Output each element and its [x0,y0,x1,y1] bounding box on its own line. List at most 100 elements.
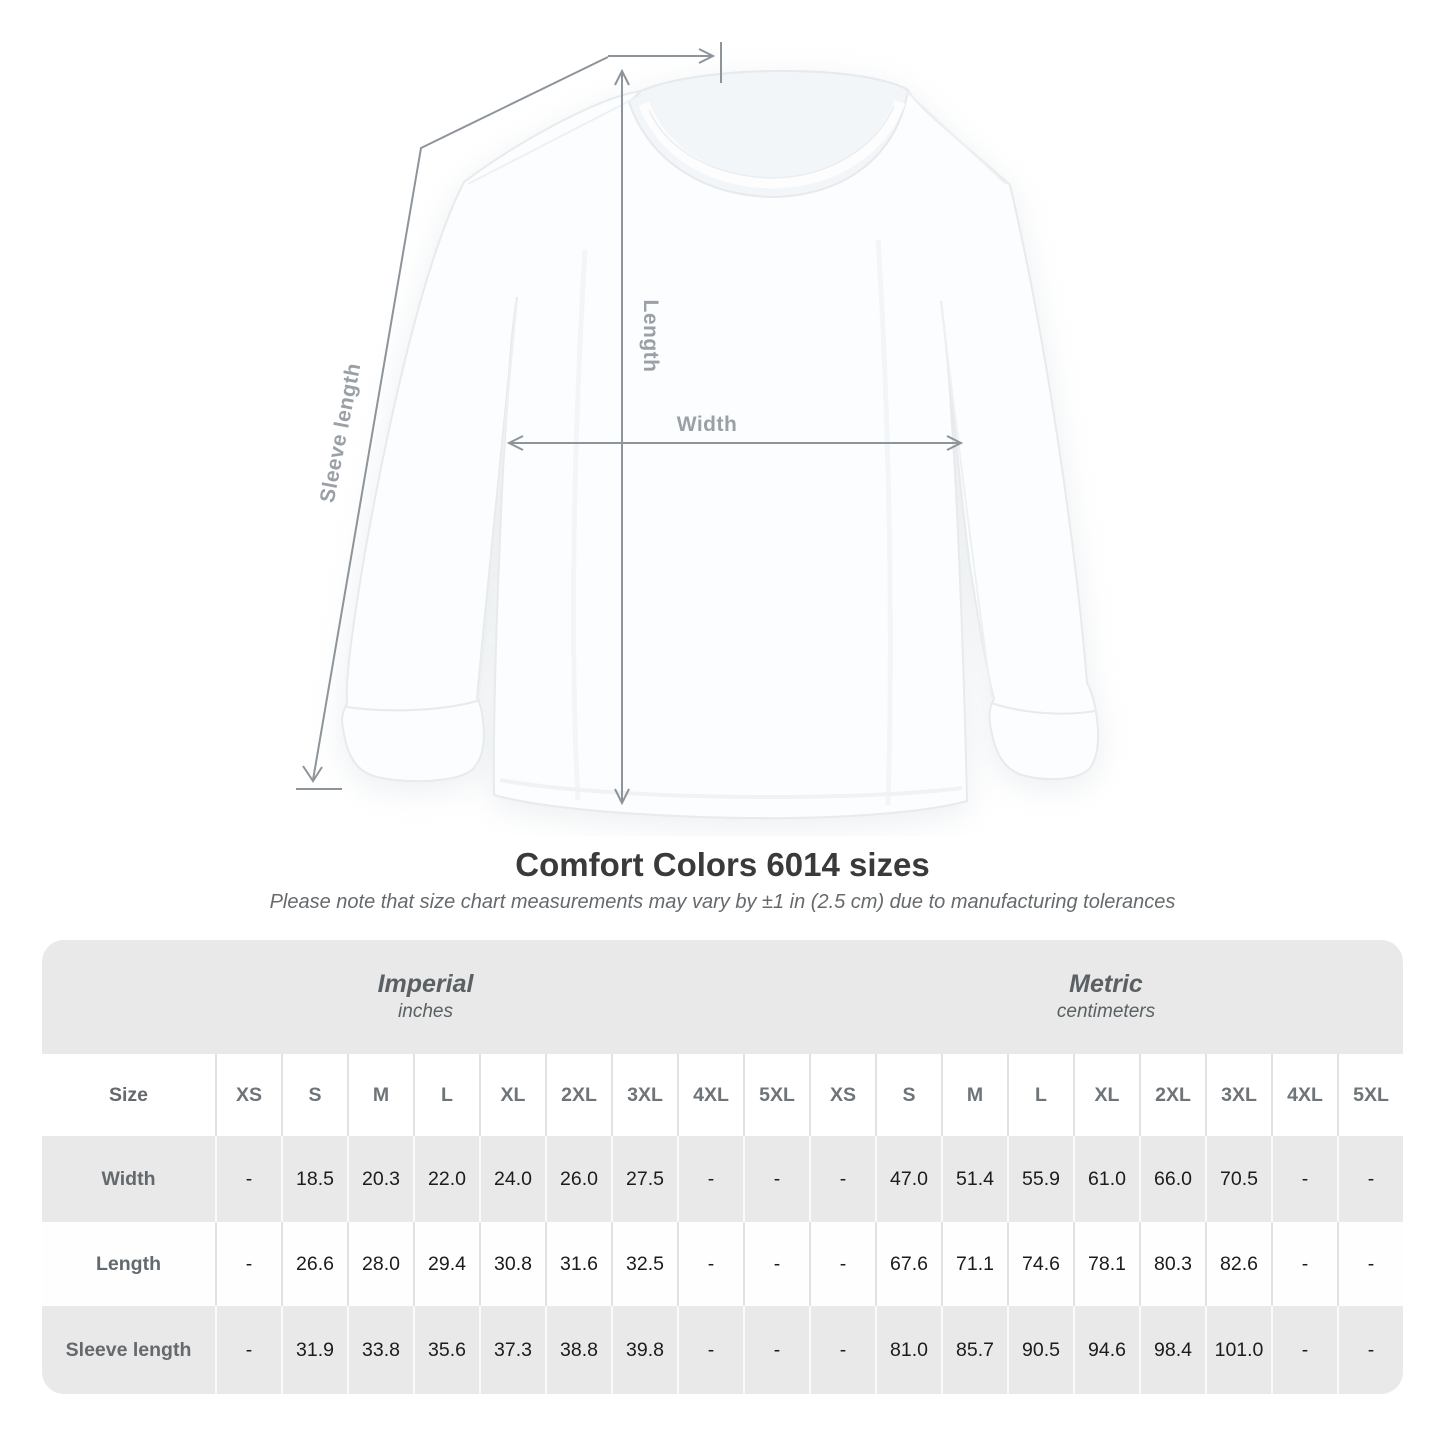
page-title: Comfort Colors 6014 sizes [515,846,930,883]
table-cell: - [1337,1136,1403,1222]
table-cell: 20.3 [347,1136,413,1222]
table-cell: - [1337,1222,1403,1306]
table-cell: 80.3 [1139,1222,1205,1306]
table-cell: 30.8 [479,1222,545,1306]
table-cell: 37.3 [479,1306,545,1394]
size-header-2xl-imperial: 2XL [545,1054,611,1136]
row-label-length: Length [42,1222,215,1306]
collar-band [638,99,906,189]
table-cell: 74.6 [1007,1222,1073,1306]
table-cell: 98.4 [1139,1306,1205,1394]
table-cell: 94.6 [1073,1306,1139,1394]
imperial-unit: inches [398,1001,453,1022]
table-cell: 26.6 [281,1222,347,1306]
table-cell: - [1271,1136,1337,1222]
table-cell: 24.0 [479,1136,545,1222]
table-cell: - [809,1136,875,1222]
imperial-unit-header: Imperial inches [42,940,809,1054]
table-cell: 18.5 [281,1136,347,1222]
table-cell: 47.0 [875,1136,941,1222]
table-cell: 71.1 [941,1222,1007,1306]
table-cell: - [1271,1306,1337,1394]
table-cell: - [677,1136,743,1222]
cuff-seam-right [990,702,1096,715]
table-cell: - [215,1306,281,1394]
length-arrowhead-top [614,68,630,86]
imperial-label: Imperial [377,970,474,998]
table-cell: - [743,1306,809,1394]
shirt-measurement-diagram: Sleeve length Length Width [296,42,1100,820]
table-cell: 31.9 [281,1306,347,1394]
table-cell: 82.6 [1205,1222,1271,1306]
sleeve-length-arrowhead [302,765,323,783]
size-column-header: Size [42,1054,215,1136]
sleeve-length-label: Sleeve length [316,361,366,505]
table-cell: - [215,1136,281,1222]
table-cell: 22.0 [413,1136,479,1222]
table-cell: 70.5 [1205,1136,1271,1222]
hem-shade [499,778,963,800]
sleeve-crease-left [478,299,518,697]
length-label: Length [639,300,662,373]
size-header-xs-imperial: XS [215,1054,281,1136]
sleeve-crease-right [940,302,993,699]
table-cell: 66.0 [1139,1136,1205,1222]
body-fold-right [875,239,893,806]
size-header-xl-metric: XL [1073,1054,1139,1136]
size-header-s-metric: S [875,1054,941,1136]
table-cell: 28.0 [347,1222,413,1306]
table-cell: 33.8 [347,1306,413,1394]
table-cell: - [677,1306,743,1394]
table-cell: 27.5 [611,1136,677,1222]
table-cell: 31.6 [545,1222,611,1306]
table-cell: 85.7 [941,1306,1007,1394]
size-header-5xl-imperial: 5XL [743,1054,809,1136]
table-cell: - [809,1306,875,1394]
length-arrowhead-bottom [614,788,630,806]
table-cell: - [215,1222,281,1306]
size-header-5xl-metric: 5XL [1337,1054,1403,1136]
table-cell: 26.0 [545,1136,611,1222]
width-arrowhead-left [506,435,524,451]
table-cell: - [1337,1306,1403,1394]
metric-unit-header: Metric centimeters [809,940,1403,1054]
table-cell: - [1271,1222,1337,1306]
table-cell: 35.6 [413,1306,479,1394]
table-cell: 29.4 [413,1222,479,1306]
shirt-diagram-svg: Sleeve length Length Width [296,42,1100,820]
shoulder-reference-arrowhead [698,48,716,64]
size-header-s-imperial: S [281,1054,347,1136]
metric-unit: centimeters [1056,1001,1156,1022]
size-chart-table: Imperial inches Metric centimeters Size X… [42,940,1403,1394]
long-sleeve-shirt-image [341,70,1100,820]
width-label: Width [677,413,738,436]
size-header-2xl-metric: 2XL [1139,1054,1205,1136]
shoulder-seam-left [467,94,642,185]
metric-label: Metric [1069,970,1143,998]
size-header-4xl-metric: 4XL [1271,1054,1337,1136]
table-cell: 32.5 [611,1222,677,1306]
shoulder-seam-right [906,91,1007,185]
shirt-silhouette [341,70,1100,820]
size-header-3xl-imperial: 3XL [611,1054,677,1136]
collar-band-inner-edge [648,105,895,179]
table-cell: 67.6 [875,1222,941,1306]
table-cell: 78.1 [1073,1222,1139,1306]
sleeve-length-measure-line [312,56,609,781]
table-cell: 51.4 [941,1136,1007,1222]
cuff-seam-left [345,699,481,712]
row-label-sleeve-length: Sleeve length [42,1306,215,1394]
table-cell: - [809,1222,875,1306]
table-cell: 61.0 [1073,1136,1139,1222]
size-header-m-metric: M [941,1054,1007,1136]
width-arrowhead-right [946,435,964,451]
body-fold-left [571,249,588,801]
table-cell: - [743,1222,809,1306]
size-header-l-imperial: L [413,1054,479,1136]
table-cell: 55.9 [1007,1136,1073,1222]
table-cell: 39.8 [611,1306,677,1394]
table-cell: 101.0 [1205,1306,1271,1394]
table-cell: 90.5 [1007,1306,1073,1394]
size-header-xl-imperial: XL [479,1054,545,1136]
